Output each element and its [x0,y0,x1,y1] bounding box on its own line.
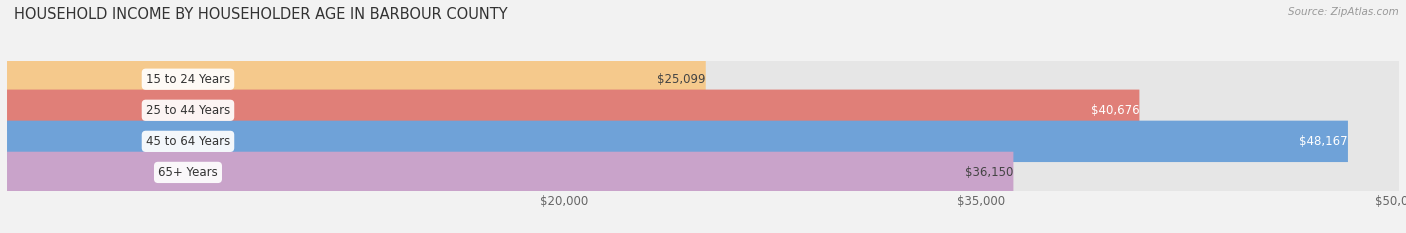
Text: 15 to 24 Years: 15 to 24 Years [146,73,231,86]
FancyBboxPatch shape [7,152,1014,193]
Text: $36,150: $36,150 [965,166,1014,179]
FancyBboxPatch shape [7,152,1399,193]
Text: $40,676: $40,676 [1091,104,1139,117]
FancyBboxPatch shape [7,58,706,100]
FancyBboxPatch shape [7,89,1139,131]
Text: 65+ Years: 65+ Years [157,166,218,179]
FancyBboxPatch shape [7,121,1399,162]
FancyBboxPatch shape [7,58,1399,100]
Text: $48,167: $48,167 [1299,135,1348,148]
Text: Source: ZipAtlas.com: Source: ZipAtlas.com [1288,7,1399,17]
Text: $25,099: $25,099 [657,73,706,86]
FancyBboxPatch shape [7,121,1348,162]
FancyBboxPatch shape [7,89,1399,131]
Text: HOUSEHOLD INCOME BY HOUSEHOLDER AGE IN BARBOUR COUNTY: HOUSEHOLD INCOME BY HOUSEHOLDER AGE IN B… [14,7,508,22]
Text: 25 to 44 Years: 25 to 44 Years [146,104,231,117]
Text: 45 to 64 Years: 45 to 64 Years [146,135,231,148]
